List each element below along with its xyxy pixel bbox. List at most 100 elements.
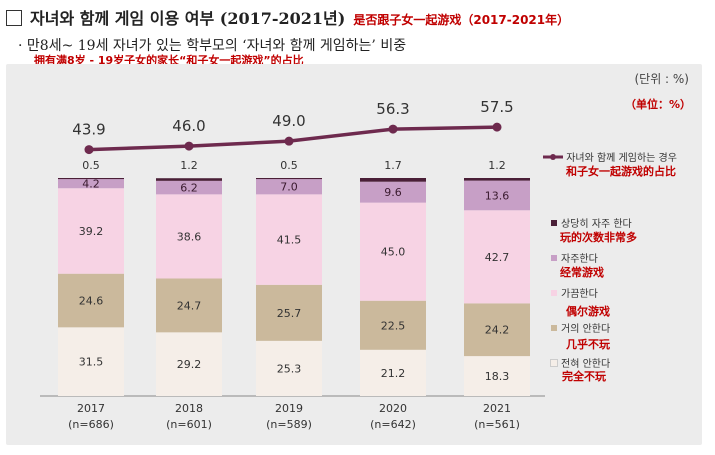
line-data-label: 46.0 <box>172 117 205 135</box>
line-series <box>88 125 498 152</box>
legend-item-rarely: 거의 안한다 <box>551 320 610 335</box>
legend-swatch <box>551 220 557 226</box>
legend-line-text: 자녀와 함께 게임하는 경우 <box>566 153 677 164</box>
bar-segment <box>360 202 426 301</box>
legend-translation: 完全不玩 <box>562 370 606 383</box>
bar-segment <box>156 278 222 333</box>
legend-translation: 偶尔游戏 <box>566 305 610 318</box>
page-header: 자녀와 함께 게임 이용 여부 (2017-2021년) 是否跟子女一起游戏（20… <box>6 5 569 29</box>
bar-segment <box>156 180 222 195</box>
legend-item-sometimes: 가끔한다 <box>551 285 598 300</box>
line-data-label: 57.5 <box>480 98 513 116</box>
legend-translation: 玩的次数非常多 <box>560 231 637 244</box>
data-label: 1.2 <box>488 159 506 172</box>
legend-swatch <box>551 325 557 331</box>
legend-item-very-often: 상당히 자주 한다 <box>551 215 632 230</box>
bar-segment <box>464 356 530 396</box>
chart-subtitle: · 만8세~ 19세 자녀가 있는 학부모의 ‘자녀와 함께 게임하는’ 비중 <box>18 38 407 54</box>
x-tick-label: 2019 <box>275 402 303 415</box>
x-tick-sublabel: (n=601) <box>166 418 212 431</box>
data-label: 1.7 <box>384 159 402 172</box>
bar-segment <box>58 179 124 189</box>
bar-segment <box>464 210 530 304</box>
bar-segment <box>360 349 426 396</box>
data-label: 38.6 <box>177 230 202 243</box>
bar-segment <box>256 194 322 285</box>
data-label: 25.3 <box>277 362 302 375</box>
bar-segment <box>58 178 124 180</box>
data-label: 24.2 <box>485 324 510 337</box>
bar-segment <box>360 181 426 203</box>
x-tick-label: 2021 <box>483 402 511 415</box>
legend-item-never: 전혀 안한다 <box>550 355 610 370</box>
legend-line-translation: 和子女一起游戏的占比 <box>566 165 676 178</box>
data-label: 29.2 <box>177 358 202 371</box>
x-tick-sublabel: (n=561) <box>474 418 520 431</box>
legend-line-label: 자녀와 함께 게임하는 경우 <box>543 149 677 164</box>
x-tick-label: 2018 <box>175 402 203 415</box>
bar-segment <box>156 332 222 396</box>
line-point <box>388 124 398 134</box>
chart-subtitle-translation: 拥有满8岁 - 19岁子女的家长“和子女一起游戏”的占比 <box>34 54 304 67</box>
page-title: 자녀와 함께 게임 이용 여부 (2017-2021년) <box>30 9 346 28</box>
legend-label: 가끔한다 <box>561 289 598 300</box>
line-data-label: 56.3 <box>376 100 409 118</box>
data-label: 25.7 <box>277 307 302 320</box>
line-data-label: 43.9 <box>72 121 105 139</box>
data-label: 24.7 <box>177 299 202 312</box>
bar-segment <box>256 284 322 341</box>
x-tick-label: 2017 <box>77 402 105 415</box>
data-label: 24.6 <box>79 295 104 308</box>
unit-label-translation: （单位：%） <box>624 98 691 111</box>
legend-item-often: 자주한다 <box>551 250 598 265</box>
x-tick-label: 2020 <box>379 402 407 415</box>
line-point <box>284 136 294 146</box>
bar-segment <box>156 178 222 181</box>
data-label: 21.2 <box>381 367 406 380</box>
line-point <box>184 141 194 151</box>
data-label: 0.5 <box>82 159 100 172</box>
legend-swatch <box>551 290 557 296</box>
data-label: 9.6 <box>384 186 402 199</box>
data-label: 45.0 <box>381 246 406 259</box>
data-label: 18.3 <box>485 370 510 383</box>
bar-segment <box>464 178 530 181</box>
data-label: 42.7 <box>485 251 510 264</box>
data-label: 13.6 <box>485 189 510 202</box>
bar-segment <box>464 180 530 211</box>
line-point <box>492 122 502 132</box>
x-tick-sublabel: (n=642) <box>370 418 416 431</box>
legend-translation: 经常游戏 <box>560 266 604 279</box>
legend-label: 자주한다 <box>561 254 598 265</box>
bar-segment <box>464 303 530 357</box>
bar-segment <box>256 178 322 180</box>
data-label: 0.5 <box>280 159 298 172</box>
data-label: 39.2 <box>79 225 104 238</box>
data-label: 31.5 <box>79 356 104 369</box>
bar-segment <box>256 179 322 195</box>
data-label: 41.5 <box>277 234 302 247</box>
data-label: 6.2 <box>180 182 198 195</box>
line-point <box>84 145 94 155</box>
legend-swatch <box>550 359 558 367</box>
legend-swatch <box>551 255 557 261</box>
x-tick-sublabel: (n=686) <box>68 418 114 431</box>
bar-segment <box>58 273 124 328</box>
bar-segment <box>58 188 124 274</box>
legend-label: 상당히 자주 한다 <box>561 219 632 230</box>
x-tick-sublabel: (n=589) <box>266 418 312 431</box>
legend-line-icon <box>543 154 563 160</box>
bar-segment <box>360 300 426 350</box>
bar-segment <box>156 194 222 279</box>
data-label: 22.5 <box>381 319 406 332</box>
legend-translation: 几乎不玩 <box>566 338 610 351</box>
bar-segment <box>360 178 426 182</box>
page-title-translation: 是否跟子女一起游戏（2017-2021年） <box>353 13 570 27</box>
bar-segment <box>256 340 322 396</box>
legend-label: 거의 안한다 <box>561 324 611 335</box>
data-label: 7.0 <box>280 181 298 194</box>
data-label: 1.2 <box>180 159 198 172</box>
unit-label: (단위 : %) <box>634 72 689 86</box>
checkbox-icon <box>6 10 22 26</box>
